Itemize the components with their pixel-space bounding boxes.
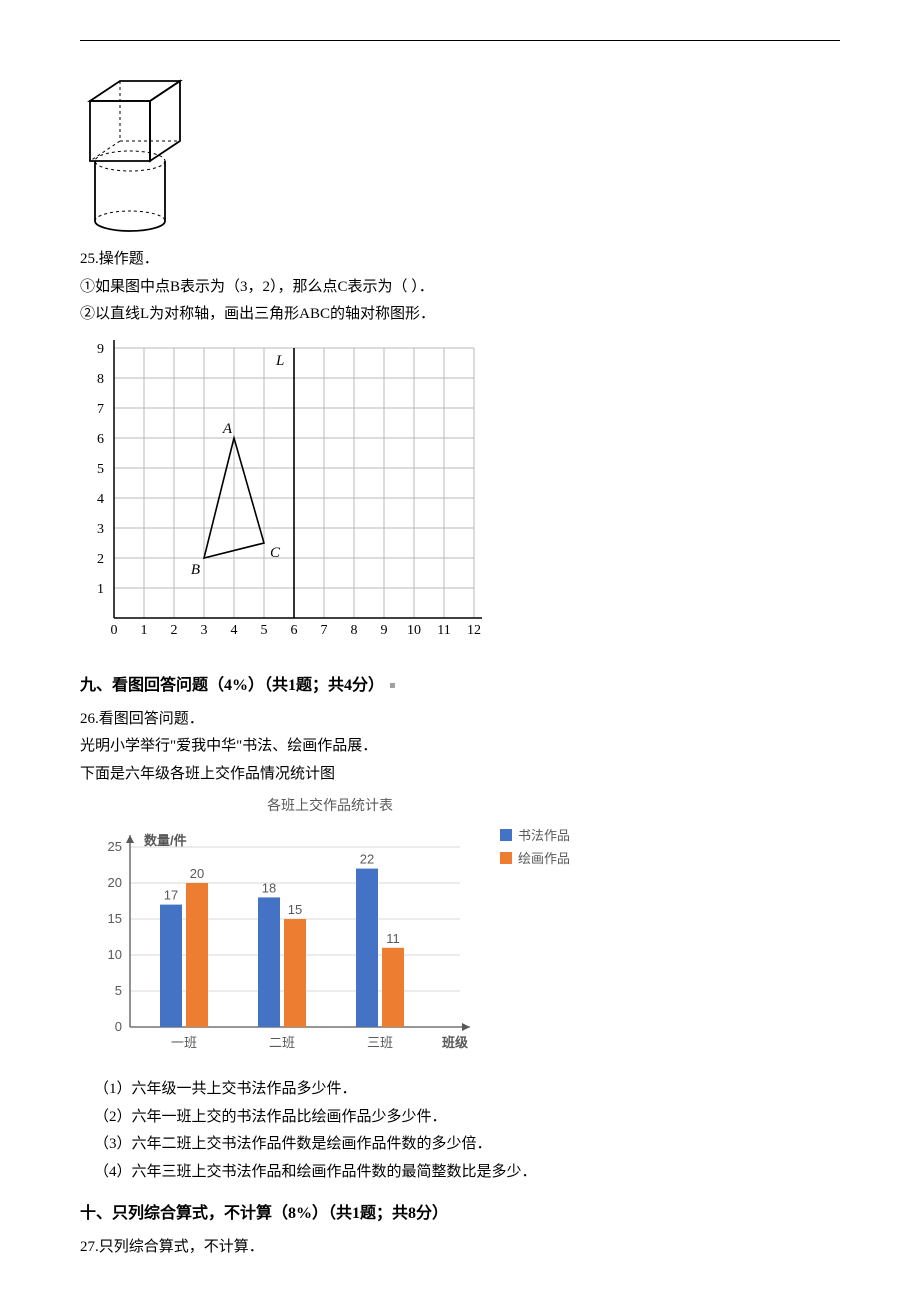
svg-text:20: 20 xyxy=(190,866,204,881)
svg-text:3: 3 xyxy=(97,522,104,537)
svg-text:17: 17 xyxy=(164,888,178,903)
svg-text:7: 7 xyxy=(321,623,328,638)
legend-swatch-1 xyxy=(500,852,512,864)
svg-text:3: 3 xyxy=(201,623,208,638)
svg-text:二班: 二班 xyxy=(269,1035,295,1050)
section9-heading: 九、看图回答问题（4%）（共1题；共4分） xyxy=(80,671,840,695)
legend-row-1: 绘画作品 xyxy=(500,848,570,867)
svg-text:8: 8 xyxy=(97,372,104,387)
svg-text:11: 11 xyxy=(437,623,450,638)
svg-text:5: 5 xyxy=(97,462,104,477)
svg-text:C: C xyxy=(270,545,281,561)
svg-text:15: 15 xyxy=(288,902,302,917)
svg-text:25: 25 xyxy=(108,839,122,854)
q25-line2: ②以直线L为对称轴，画出三角形ABC的轴对称图形． xyxy=(80,302,840,328)
svg-text:5: 5 xyxy=(261,623,268,638)
svg-text:10: 10 xyxy=(407,623,421,638)
svg-text:三班: 三班 xyxy=(367,1035,393,1050)
q26-sub2: （2）六年一班上交的书法作品比绘画作品少多少件． xyxy=(80,1105,840,1131)
svg-text:2: 2 xyxy=(97,552,104,567)
svg-text:4: 4 xyxy=(97,492,104,507)
legend: 书法作品 绘画作品 xyxy=(500,825,570,871)
svg-text:15: 15 xyxy=(108,911,122,926)
svg-text:0: 0 xyxy=(115,1019,122,1034)
svg-text:4: 4 xyxy=(231,623,238,638)
q26-line2: 下面是六年级各班上交作品情况统计图 xyxy=(80,762,840,788)
svg-text:11: 11 xyxy=(386,931,400,946)
svg-text:12: 12 xyxy=(467,623,481,638)
svg-text:6: 6 xyxy=(97,432,104,447)
svg-text:0: 0 xyxy=(111,623,118,638)
svg-text:1: 1 xyxy=(141,623,148,638)
svg-text:5: 5 xyxy=(115,983,122,998)
svg-text:7: 7 xyxy=(97,402,104,417)
q26-sub3: （3）六年二班上交书法作品件数是绘画作品件数的多少倍． xyxy=(80,1132,840,1158)
cube-cylinder-svg xyxy=(80,71,190,241)
dot-icon xyxy=(390,683,395,688)
svg-text:2: 2 xyxy=(171,623,178,638)
q26-sub4: （4）六年三班上交书法作品和绘画作品件数的最简整数比是多少． xyxy=(80,1160,840,1186)
q26-sub1: （1）六年级一共上交书法作品多少件． xyxy=(80,1077,840,1103)
section9-text: 九、看图回答问题（4%）（共1题；共4分） xyxy=(80,677,384,694)
grid-figure: 0123456789101112123456789LABC xyxy=(80,338,840,653)
svg-text:1: 1 xyxy=(97,582,104,597)
top-rule xyxy=(80,40,840,41)
q25-line1: ①如果图中点B表示为（3，2），那么点C表示为（ ）． xyxy=(80,275,840,301)
legend-row-0: 书法作品 xyxy=(500,825,570,844)
svg-text:L: L xyxy=(275,353,284,369)
q25-label: 25.操作题． xyxy=(80,247,840,273)
svg-text:6: 6 xyxy=(291,623,298,638)
q26-label: 26.看图回答问题． xyxy=(80,707,840,733)
svg-text:一班: 一班 xyxy=(171,1035,197,1050)
svg-text:9: 9 xyxy=(381,623,388,638)
svg-text:9: 9 xyxy=(97,342,104,357)
svg-text:18: 18 xyxy=(262,880,276,895)
legend-swatch-0 xyxy=(500,829,512,841)
svg-text:班级: 班级 xyxy=(442,1035,469,1050)
svg-text:8: 8 xyxy=(351,623,358,638)
svg-text:B: B xyxy=(191,562,200,578)
svg-text:10: 10 xyxy=(108,947,122,962)
bar-chart-svg: 0 5 10 15 20 25 数量/件班级 17 20 一班 18 15 二班 22 11 三班 xyxy=(80,817,480,1067)
q27-label: 27.只列综合算式，不计算． xyxy=(80,1235,840,1261)
svg-text:A: A xyxy=(222,421,233,437)
grid-svg: 0123456789101112123456789LABC xyxy=(80,338,500,648)
svg-text:20: 20 xyxy=(108,875,122,890)
legend-label-1: 绘画作品 xyxy=(518,848,570,867)
svg-text:22: 22 xyxy=(360,852,374,867)
section10-heading: 十、只列综合算式，不计算（8%）（共1题；共8分） xyxy=(80,1199,840,1223)
q26-line1: 光明小学举行"爱我中华"书法、绘画作品展． xyxy=(80,734,840,760)
legend-label-0: 书法作品 xyxy=(518,825,570,844)
page: 25.操作题． ①如果图中点B表示为（3，2），那么点C表示为（ ）． ②以直线… xyxy=(0,0,920,1303)
chart-wrap: 0 5 10 15 20 25 数量/件班级 17 20 一班 18 15 二班 22 11 三班 书法作品 … xyxy=(80,817,840,1067)
chart-title: 各班上交作品统计表 xyxy=(120,795,540,815)
svg-text:数量/件: 数量/件 xyxy=(144,833,187,848)
cube-cylinder-figure xyxy=(80,71,190,241)
